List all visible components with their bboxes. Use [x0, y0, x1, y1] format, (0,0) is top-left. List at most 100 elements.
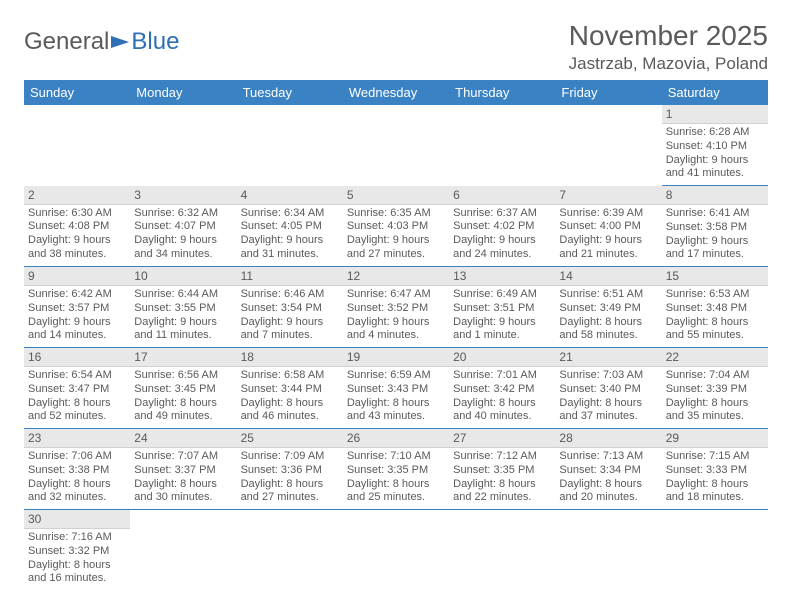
- day-number: 23: [24, 429, 130, 448]
- daylight-line: Daylight: 9 hours and 7 minutes.: [241, 316, 339, 344]
- calendar-cell: 24Sunrise: 7:07 AMSunset: 3:37 PMDayligh…: [130, 429, 236, 510]
- day-number: 28: [555, 429, 661, 448]
- day-details: Sunrise: 6:54 AMSunset: 3:47 PMDaylight:…: [24, 367, 130, 428]
- daylight-line: Daylight: 9 hours and 31 minutes.: [241, 234, 339, 262]
- calendar-cell: 21Sunrise: 7:03 AMSunset: 3:40 PMDayligh…: [555, 348, 661, 429]
- sunrise-line: Sunrise: 6:32 AM: [134, 207, 232, 221]
- daylight-line: Daylight: 8 hours and 30 minutes.: [134, 478, 232, 506]
- calendar-row: 2Sunrise: 6:30 AMSunset: 4:08 PMDaylight…: [24, 186, 768, 267]
- daylight-line: Daylight: 8 hours and 46 minutes.: [241, 397, 339, 425]
- day-details: Sunrise: 7:13 AMSunset: 3:34 PMDaylight:…: [555, 448, 661, 509]
- day-details: Sunrise: 7:10 AMSunset: 3:35 PMDaylight:…: [343, 448, 449, 509]
- sunrise-line: Sunrise: 6:51 AM: [559, 288, 657, 302]
- calendar-cell: 10Sunrise: 6:44 AMSunset: 3:55 PMDayligh…: [130, 267, 236, 348]
- month-title: November 2025: [569, 20, 768, 52]
- day-number: 24: [130, 429, 236, 448]
- daylight-line: Daylight: 9 hours and 11 minutes.: [134, 316, 232, 344]
- sunset-line: Sunset: 3:43 PM: [347, 383, 445, 397]
- day-details: Sunrise: 7:07 AMSunset: 3:37 PMDaylight:…: [130, 448, 236, 509]
- sunrise-line: Sunrise: 7:06 AM: [28, 450, 126, 464]
- day-details: Sunrise: 6:53 AMSunset: 3:48 PMDaylight:…: [662, 286, 768, 347]
- day-header: Tuesday: [237, 80, 343, 105]
- calendar-cell: 23Sunrise: 7:06 AMSunset: 3:38 PMDayligh…: [24, 429, 130, 510]
- sunrise-line: Sunrise: 6:41 AM: [666, 207, 764, 221]
- sunrise-line: Sunrise: 7:07 AM: [134, 450, 232, 464]
- sunrise-line: Sunrise: 7:12 AM: [453, 450, 551, 464]
- calendar-cell: 15Sunrise: 6:53 AMSunset: 3:48 PMDayligh…: [662, 267, 768, 348]
- sunset-line: Sunset: 3:35 PM: [453, 464, 551, 478]
- calendar-cell: 13Sunrise: 6:49 AMSunset: 3:51 PMDayligh…: [449, 267, 555, 348]
- day-details: Sunrise: 7:16 AMSunset: 3:32 PMDaylight:…: [24, 529, 130, 590]
- day-number: 2: [24, 186, 130, 205]
- daylight-line: Daylight: 8 hours and 40 minutes.: [453, 397, 551, 425]
- calendar-cell: 12Sunrise: 6:47 AMSunset: 3:52 PMDayligh…: [343, 267, 449, 348]
- sunrise-line: Sunrise: 6:49 AM: [453, 288, 551, 302]
- daylight-line: Daylight: 9 hours and 41 minutes.: [666, 154, 764, 182]
- day-number: 29: [662, 429, 768, 448]
- calendar-cell: [343, 105, 449, 186]
- day-header: Wednesday: [343, 80, 449, 105]
- calendar-cell: 29Sunrise: 7:15 AMSunset: 3:33 PMDayligh…: [662, 429, 768, 510]
- sunset-line: Sunset: 3:33 PM: [666, 464, 764, 478]
- day-number: 10: [130, 267, 236, 286]
- daylight-line: Daylight: 9 hours and 27 minutes.: [347, 234, 445, 262]
- sunset-line: Sunset: 4:03 PM: [347, 220, 445, 234]
- calendar-table: Sunday Monday Tuesday Wednesday Thursday…: [24, 80, 768, 590]
- calendar-row: 16Sunrise: 6:54 AMSunset: 3:47 PMDayligh…: [24, 348, 768, 429]
- daylight-line: Daylight: 8 hours and 27 minutes.: [241, 478, 339, 506]
- daylight-line: Daylight: 9 hours and 1 minute.: [453, 316, 551, 344]
- sunrise-line: Sunrise: 6:53 AM: [666, 288, 764, 302]
- sunset-line: Sunset: 3:49 PM: [559, 302, 657, 316]
- sunset-line: Sunset: 4:07 PM: [134, 220, 232, 234]
- calendar-cell: [237, 510, 343, 591]
- daylight-line: Daylight: 8 hours and 18 minutes.: [666, 478, 764, 506]
- day-details: Sunrise: 6:37 AMSunset: 4:02 PMDaylight:…: [449, 205, 555, 266]
- sunrise-line: Sunrise: 7:13 AM: [559, 450, 657, 464]
- daylight-line: Daylight: 9 hours and 34 minutes.: [134, 234, 232, 262]
- calendar-row: 30Sunrise: 7:16 AMSunset: 3:32 PMDayligh…: [24, 510, 768, 591]
- calendar-cell: 19Sunrise: 6:59 AMSunset: 3:43 PMDayligh…: [343, 348, 449, 429]
- daylight-line: Daylight: 8 hours and 58 minutes.: [559, 316, 657, 344]
- calendar-cell: [555, 105, 661, 186]
- calendar-cell: [662, 510, 768, 591]
- sunset-line: Sunset: 3:37 PM: [134, 464, 232, 478]
- day-header: Sunday: [24, 80, 130, 105]
- sunset-line: Sunset: 3:48 PM: [666, 302, 764, 316]
- sunrise-line: Sunrise: 7:03 AM: [559, 369, 657, 383]
- sunrise-line: Sunrise: 7:16 AM: [28, 531, 126, 545]
- sunset-line: Sunset: 3:57 PM: [28, 302, 126, 316]
- daylight-line: Daylight: 8 hours and 49 minutes.: [134, 397, 232, 425]
- day-number: 7: [555, 186, 661, 205]
- daylight-line: Daylight: 9 hours and 21 minutes.: [559, 234, 657, 262]
- day-details: Sunrise: 6:34 AMSunset: 4:05 PMDaylight:…: [237, 205, 343, 266]
- sunset-line: Sunset: 3:40 PM: [559, 383, 657, 397]
- day-number: 17: [130, 348, 236, 367]
- daylight-line: Daylight: 9 hours and 38 minutes.: [28, 234, 126, 262]
- day-details: Sunrise: 6:28 AMSunset: 4:10 PMDaylight:…: [662, 124, 768, 185]
- day-number: 13: [449, 267, 555, 286]
- day-number: 21: [555, 348, 661, 367]
- sunset-line: Sunset: 3:42 PM: [453, 383, 551, 397]
- calendar-cell: [130, 510, 236, 591]
- sunrise-line: Sunrise: 6:47 AM: [347, 288, 445, 302]
- calendar-cell: 1Sunrise: 6:28 AMSunset: 4:10 PMDaylight…: [662, 105, 768, 186]
- calendar-cell: [24, 105, 130, 186]
- calendar-row: 1Sunrise: 6:28 AMSunset: 4:10 PMDaylight…: [24, 105, 768, 186]
- day-number: 9: [24, 267, 130, 286]
- sunrise-line: Sunrise: 6:54 AM: [28, 369, 126, 383]
- day-details: Sunrise: 6:32 AMSunset: 4:07 PMDaylight:…: [130, 205, 236, 266]
- day-number: 4: [237, 186, 343, 205]
- sunset-line: Sunset: 4:08 PM: [28, 220, 126, 234]
- sunrise-line: Sunrise: 6:56 AM: [134, 369, 232, 383]
- calendar-cell: [449, 510, 555, 591]
- day-number: 5: [343, 186, 449, 205]
- calendar-cell: 30Sunrise: 7:16 AMSunset: 3:32 PMDayligh…: [24, 510, 130, 591]
- calendar-cell: 22Sunrise: 7:04 AMSunset: 3:39 PMDayligh…: [662, 348, 768, 429]
- calendar-cell: 11Sunrise: 6:46 AMSunset: 3:54 PMDayligh…: [237, 267, 343, 348]
- sunrise-line: Sunrise: 6:34 AM: [241, 207, 339, 221]
- day-number: 30: [24, 510, 130, 529]
- day-details: Sunrise: 6:46 AMSunset: 3:54 PMDaylight:…: [237, 286, 343, 347]
- daylight-line: Daylight: 8 hours and 25 minutes.: [347, 478, 445, 506]
- sunrise-line: Sunrise: 6:46 AM: [241, 288, 339, 302]
- sunset-line: Sunset: 3:39 PM: [666, 383, 764, 397]
